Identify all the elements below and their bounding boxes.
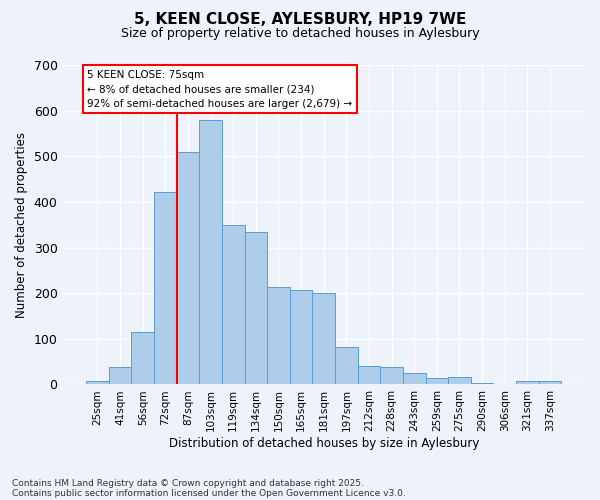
X-axis label: Distribution of detached houses by size in Aylesbury: Distribution of detached houses by size …	[169, 437, 479, 450]
Bar	[516, 382, 539, 384]
Bar	[245, 232, 267, 384]
Bar	[358, 366, 380, 384]
Bar	[109, 367, 131, 384]
Bar	[380, 367, 403, 384]
Bar	[335, 347, 358, 385]
Text: 5 KEEN CLOSE: 75sqm
← 8% of detached houses are smaller (234)
92% of semi-detach: 5 KEEN CLOSE: 75sqm ← 8% of detached hou…	[88, 70, 352, 109]
Text: 5, KEEN CLOSE, AYLESBURY, HP19 7WE: 5, KEEN CLOSE, AYLESBURY, HP19 7WE	[134, 12, 466, 28]
Bar	[313, 293, 335, 384]
Text: Contains public sector information licensed under the Open Government Licence v3: Contains public sector information licen…	[12, 488, 406, 498]
Bar	[290, 290, 313, 384]
Bar	[176, 152, 199, 384]
Bar	[199, 120, 222, 384]
Bar	[131, 332, 154, 384]
Bar	[539, 382, 561, 384]
Bar	[471, 383, 493, 384]
Text: Contains HM Land Registry data © Crown copyright and database right 2025.: Contains HM Land Registry data © Crown c…	[12, 478, 364, 488]
Y-axis label: Number of detached properties: Number of detached properties	[15, 132, 28, 318]
Bar	[425, 378, 448, 384]
Text: Size of property relative to detached houses in Aylesbury: Size of property relative to detached ho…	[121, 28, 479, 40]
Bar	[154, 192, 176, 384]
Bar	[222, 224, 245, 384]
Bar	[86, 381, 109, 384]
Bar	[448, 377, 471, 384]
Bar	[267, 288, 290, 384]
Bar	[403, 373, 425, 384]
